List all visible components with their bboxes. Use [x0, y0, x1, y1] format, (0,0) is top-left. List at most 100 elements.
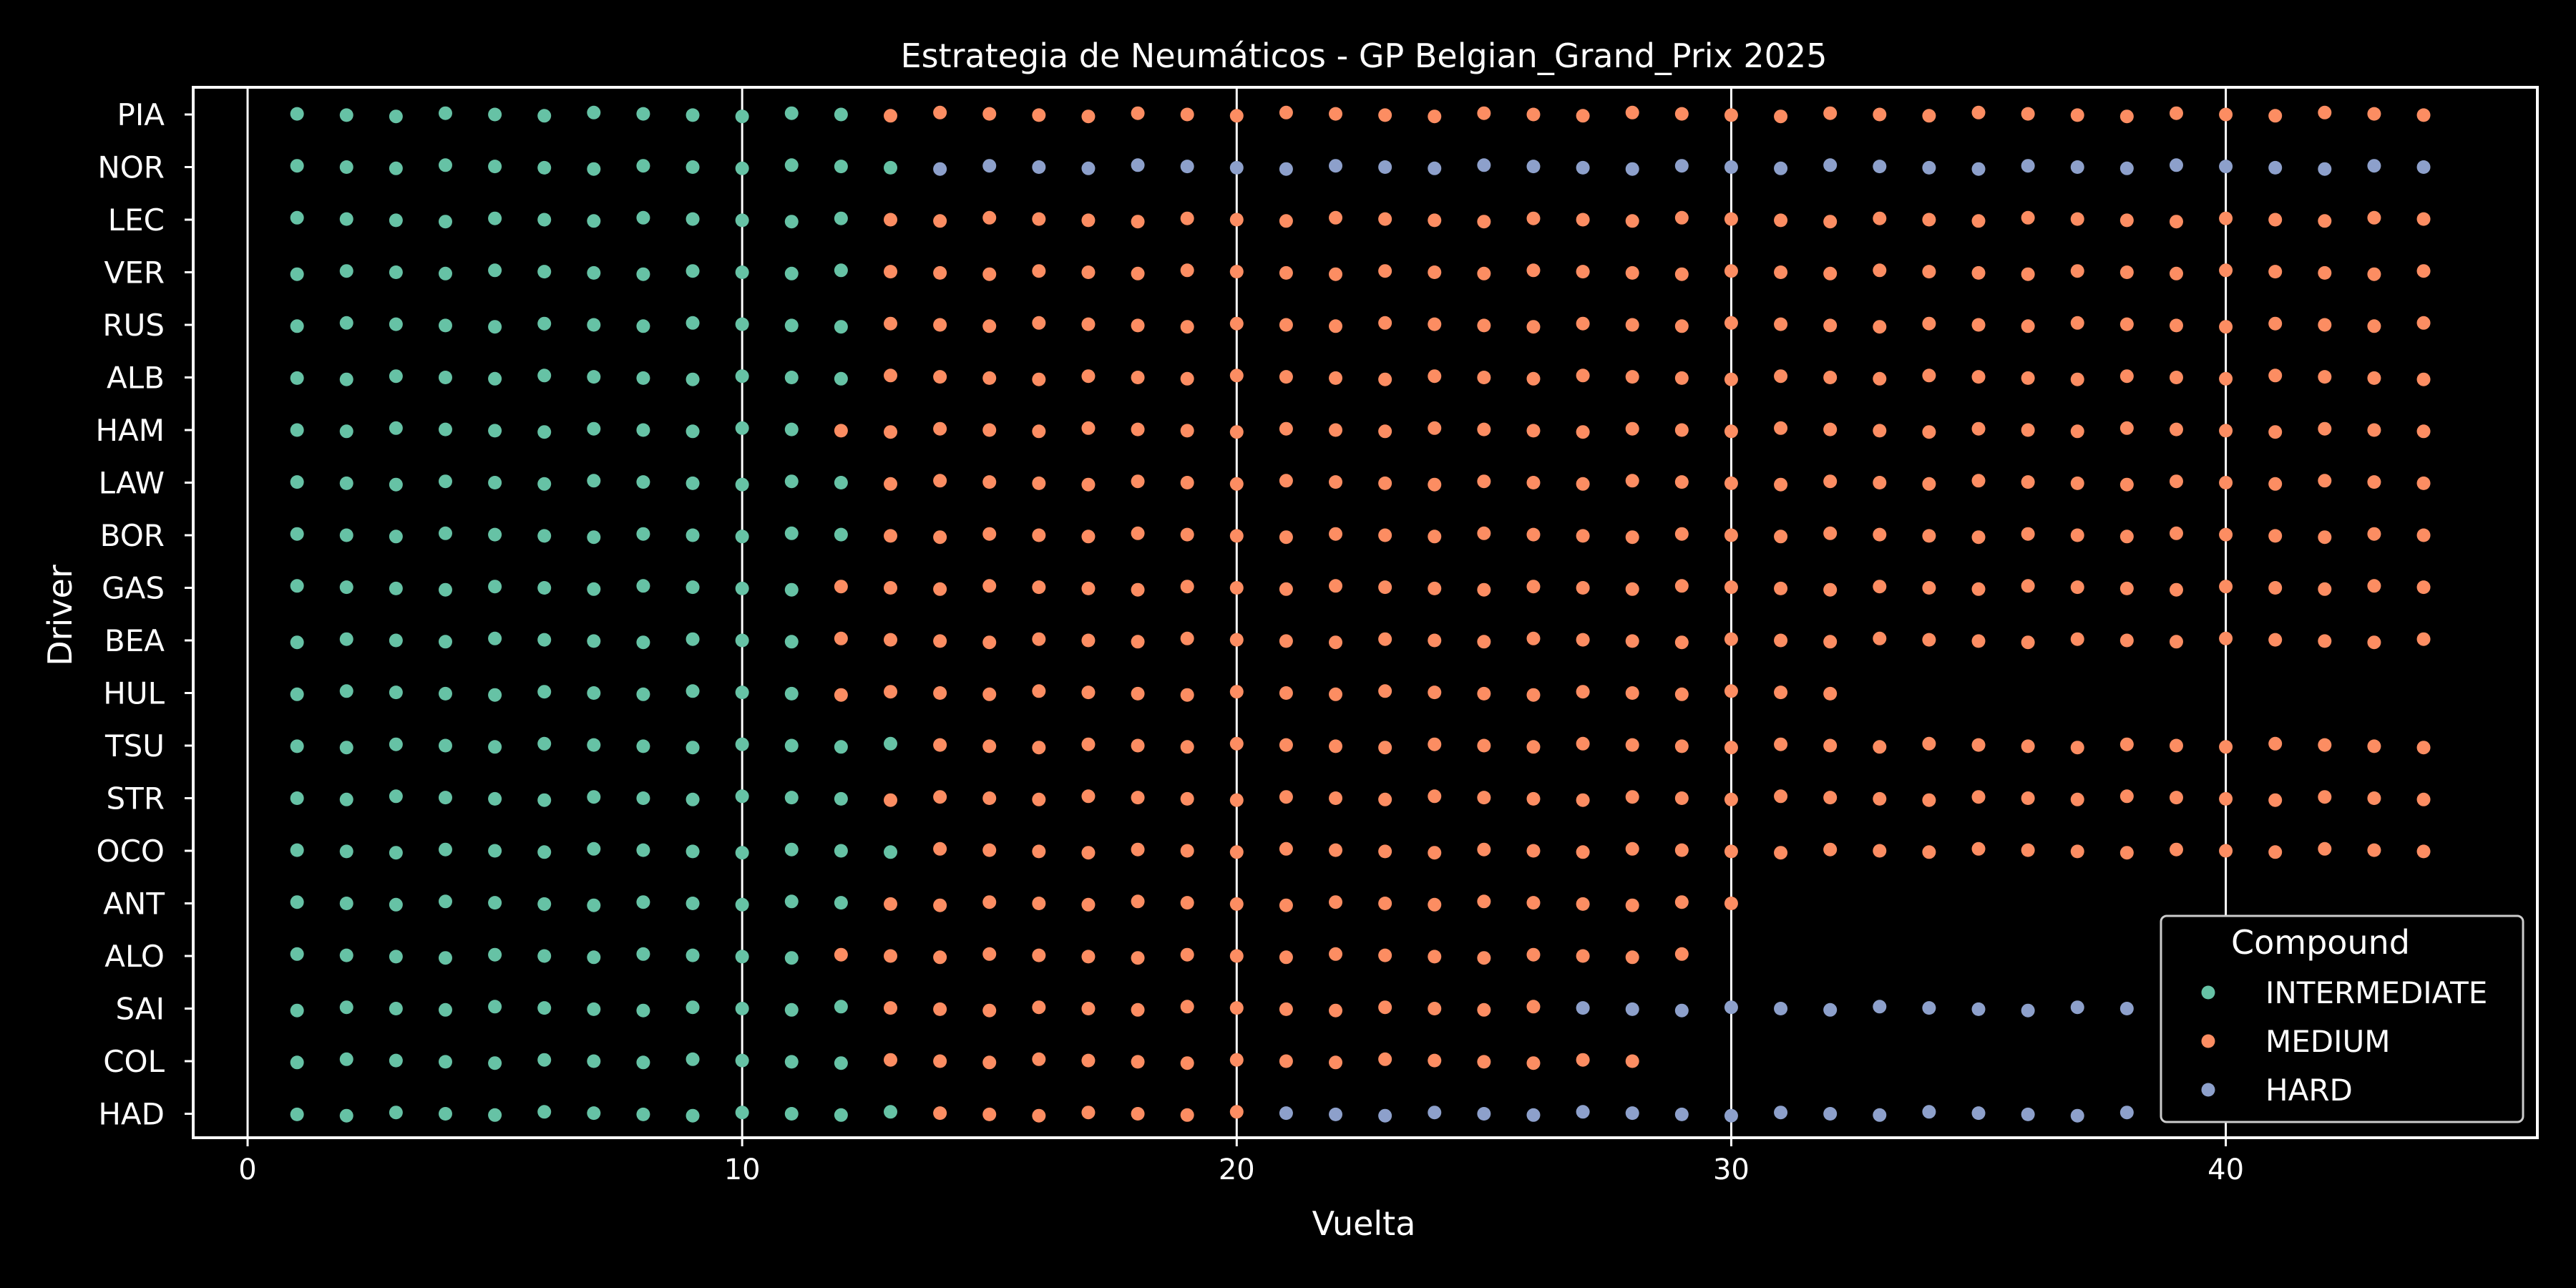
lap-point-BOR-28	[1625, 530, 1639, 545]
lap-point-NOR-37	[2070, 160, 2084, 174]
lap-point-VER-30	[1724, 264, 1738, 278]
lap-point-BEA-42	[2318, 634, 2332, 648]
lap-point-SAI-38	[2119, 1002, 2134, 1015]
lap-point-TSU-29	[1674, 739, 1689, 753]
lap-point-COL-27	[1576, 1053, 1590, 1067]
lap-point-NOR-2	[339, 160, 353, 174]
lap-point-ALO-28	[1625, 950, 1639, 965]
lap-point-TSU-24	[1428, 737, 1442, 751]
lap-point-BEA-10	[735, 633, 749, 648]
lap-point-LEC-7	[587, 214, 601, 228]
lap-point-BEA-38	[2119, 633, 2134, 648]
lap-point-BEA-12	[834, 631, 848, 645]
lap-point-GAS-32	[1823, 582, 1838, 597]
lap-point-ANT-12	[834, 896, 848, 910]
lap-point-LAW-31	[1774, 477, 1788, 492]
lap-point-HUL-29	[1674, 687, 1689, 701]
lap-point-OCO-6	[537, 845, 552, 859]
lap-point-LEC-43	[2367, 210, 2381, 225]
x-tick-label-20: 20	[1219, 1153, 1255, 1186]
lap-point-PIA-16	[1032, 108, 1046, 122]
lap-point-TSU-12	[834, 740, 848, 754]
lap-point-RUS-43	[2367, 319, 2381, 333]
lap-point-HAM-18	[1131, 422, 1145, 436]
lap-point-NOR-22	[1329, 159, 1343, 173]
lap-point-RUS-13	[884, 316, 898, 331]
lap-point-PIA-40	[2219, 107, 2233, 122]
lap-point-ALB-24	[1428, 369, 1442, 384]
lap-point-LAW-21	[1279, 474, 1293, 488]
lap-point-LAW-13	[884, 477, 898, 491]
lap-point-RUS-19	[1180, 320, 1194, 334]
lap-point-HUL-17	[1081, 686, 1096, 700]
lap-point-TSU-7	[587, 738, 601, 752]
lap-point-GAS-20	[1229, 581, 1244, 595]
lap-point-PIA-9	[686, 108, 700, 122]
y-tick-label-SAI: SAI	[115, 992, 165, 1027]
lap-point-HUL-2	[339, 684, 353, 698]
lap-point-OCO-9	[686, 844, 700, 859]
y-tick-label-BOR: BOR	[100, 518, 165, 553]
legend-box	[2160, 914, 2524, 1123]
lap-point-HAM-5	[488, 424, 502, 438]
lap-point-HAD-8	[636, 1107, 650, 1121]
lap-point-BEA-3	[389, 633, 403, 648]
lap-point-ALB-30	[1724, 372, 1738, 386]
lap-point-HAM-22	[1329, 423, 1343, 437]
lap-point-VER-2	[339, 264, 353, 278]
lap-point-SAI-3	[389, 1002, 403, 1015]
lap-point-OCO-41	[2268, 845, 2283, 859]
lap-point-RUS-11	[784, 318, 799, 333]
lap-point-ANT-18	[1131, 894, 1145, 909]
lap-point-BEA-8	[636, 635, 650, 650]
lap-point-STR-29	[1674, 791, 1689, 805]
lap-point-NOR-35	[1971, 162, 1986, 176]
lap-point-OCO-18	[1131, 842, 1145, 857]
lap-point-STR-12	[834, 791, 848, 806]
lap-point-STR-8	[636, 791, 650, 805]
lap-point-TSU-39	[2169, 738, 2183, 753]
lap-point-BEA-13	[884, 633, 898, 647]
lap-point-COL-17	[1081, 1053, 1096, 1068]
lap-point-LEC-18	[1131, 215, 1145, 229]
lap-point-BOR-25	[1477, 526, 1491, 540]
lap-point-GAS-16	[1032, 580, 1046, 595]
lap-point-HUL-11	[784, 686, 799, 701]
lap-point-COL-18	[1131, 1055, 1145, 1069]
lap-point-HUL-16	[1032, 684, 1046, 698]
lap-point-PIA-15	[982, 107, 997, 121]
lap-point-TSU-16	[1032, 741, 1046, 755]
lap-point-HUL-26	[1526, 688, 1541, 702]
lap-point-SAI-32	[1823, 1002, 1838, 1017]
lap-point-RUS-1	[290, 319, 304, 333]
lap-point-ALB-12	[834, 371, 848, 386]
lap-point-ANT-17	[1081, 897, 1096, 912]
lap-point-BOR-42	[2318, 530, 2332, 545]
lap-point-GAS-33	[1873, 580, 1887, 594]
lap-point-ALB-9	[686, 372, 700, 386]
lap-point-LEC-10	[735, 213, 749, 228]
lap-point-VER-36	[2021, 267, 2035, 281]
lap-point-BOR-27	[1576, 529, 1590, 543]
lap-point-NOR-33	[1873, 160, 1887, 174]
lap-point-COL-19	[1180, 1056, 1194, 1070]
lap-point-RUS-39	[2169, 318, 2183, 333]
lap-point-SAI-37	[2070, 1000, 2084, 1015]
lap-point-HAD-26	[1526, 1108, 1541, 1122]
lap-point-ALO-29	[1674, 947, 1689, 961]
lap-point-SAI-4	[438, 1002, 452, 1017]
lap-point-RUS-22	[1329, 319, 1343, 333]
lap-point-HUL-22	[1329, 687, 1343, 701]
lap-point-STR-23	[1378, 792, 1392, 806]
lap-point-OCO-22	[1329, 843, 1343, 857]
lap-point-NOR-28	[1625, 162, 1639, 176]
lap-point-BEA-16	[1032, 632, 1046, 646]
lap-point-OCO-13	[884, 845, 898, 859]
lap-point-STR-34	[1922, 793, 1936, 807]
lap-point-STR-13	[884, 793, 898, 807]
lap-point-HAM-43	[2367, 423, 2381, 437]
lap-point-NOR-13	[884, 160, 898, 175]
lap-point-OCO-34	[1922, 845, 1936, 859]
lap-point-HAM-4	[438, 422, 452, 436]
lap-point-RUS-38	[2119, 317, 2134, 331]
